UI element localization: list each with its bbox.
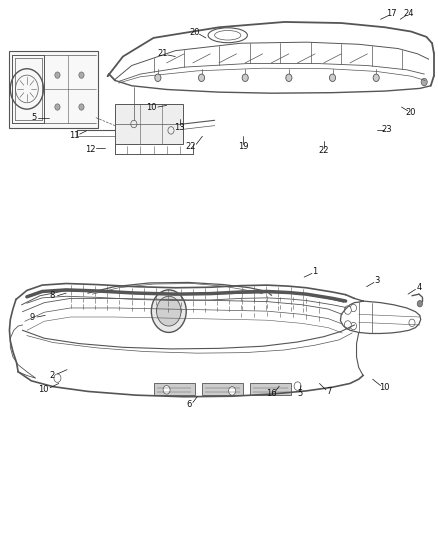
Text: 1: 1 <box>312 268 318 276</box>
Text: 3: 3 <box>374 276 380 285</box>
Text: 24: 24 <box>404 10 414 19</box>
Circle shape <box>350 322 357 330</box>
Text: 16: 16 <box>266 389 277 398</box>
Circle shape <box>163 385 170 394</box>
Circle shape <box>79 104 84 110</box>
Text: 4: 4 <box>417 283 422 292</box>
Text: 20: 20 <box>406 108 417 117</box>
Circle shape <box>55 72 60 78</box>
Text: 5: 5 <box>297 389 302 398</box>
Text: 19: 19 <box>238 142 248 151</box>
Circle shape <box>156 296 181 326</box>
Text: 17: 17 <box>386 10 397 19</box>
FancyBboxPatch shape <box>153 383 195 395</box>
Text: 13: 13 <box>174 123 185 132</box>
Text: 12: 12 <box>85 144 95 154</box>
Circle shape <box>294 382 301 390</box>
FancyBboxPatch shape <box>9 51 98 128</box>
Circle shape <box>229 386 236 395</box>
Circle shape <box>421 78 427 86</box>
Text: 7: 7 <box>326 387 332 396</box>
Circle shape <box>79 72 84 78</box>
Text: 10: 10 <box>38 385 49 394</box>
Circle shape <box>155 74 161 82</box>
Text: 8: 8 <box>49 291 55 300</box>
Text: 9: 9 <box>29 312 35 321</box>
Circle shape <box>350 304 357 312</box>
FancyBboxPatch shape <box>115 104 183 144</box>
Text: 23: 23 <box>382 125 392 134</box>
FancyBboxPatch shape <box>250 383 291 395</box>
Text: 10: 10 <box>146 102 156 111</box>
Circle shape <box>373 74 379 82</box>
Circle shape <box>344 306 351 314</box>
Circle shape <box>409 319 415 327</box>
Text: 22: 22 <box>185 142 196 151</box>
Circle shape <box>198 74 205 82</box>
Text: 2: 2 <box>49 371 55 380</box>
Circle shape <box>344 321 351 329</box>
Circle shape <box>242 74 248 82</box>
Text: 5: 5 <box>31 113 36 122</box>
Text: 20: 20 <box>190 28 200 37</box>
Circle shape <box>54 374 61 382</box>
Text: 21: 21 <box>157 50 167 58</box>
Circle shape <box>329 74 336 82</box>
Circle shape <box>151 290 186 333</box>
Circle shape <box>417 301 423 307</box>
Text: 10: 10 <box>379 383 389 392</box>
Text: 22: 22 <box>318 146 329 155</box>
FancyBboxPatch shape <box>201 383 243 395</box>
Text: 11: 11 <box>69 131 79 140</box>
Text: 6: 6 <box>187 400 192 409</box>
Circle shape <box>286 74 292 82</box>
Circle shape <box>55 104 60 110</box>
